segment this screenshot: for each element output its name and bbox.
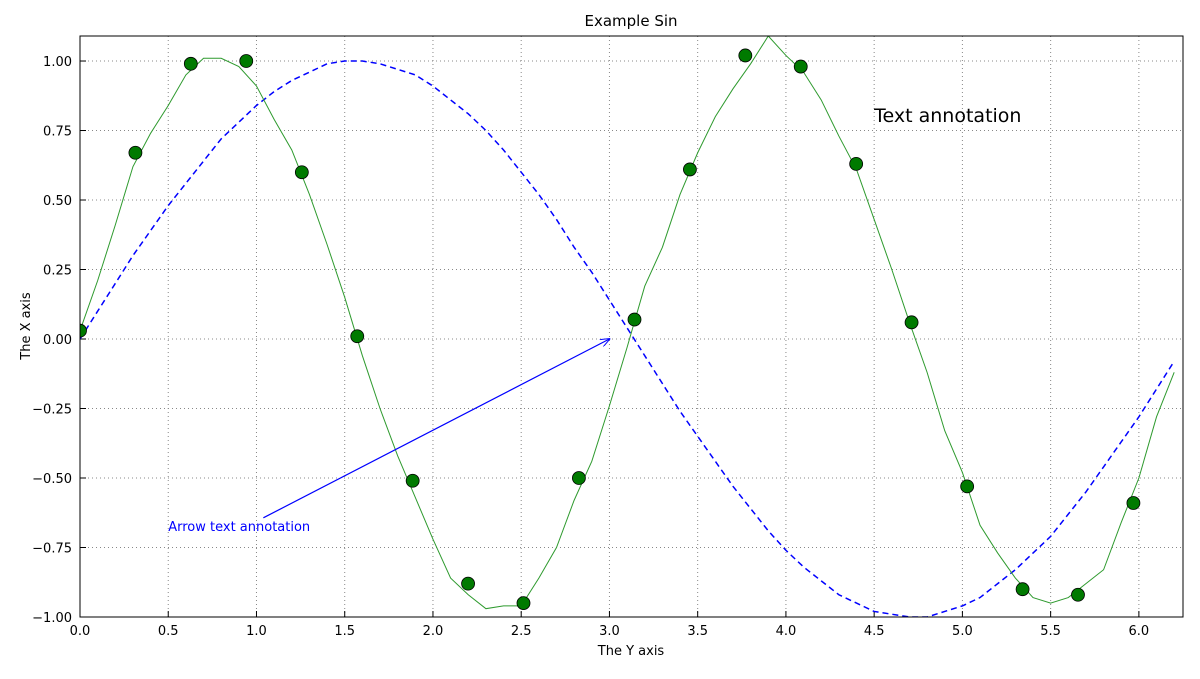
y-tick-label: −0.75 (32, 542, 72, 557)
x-tick-label: 5.5 (1040, 624, 1061, 639)
marker (849, 156, 864, 171)
marker (738, 48, 753, 63)
marker (793, 59, 808, 74)
x-tick-label: 3.5 (687, 624, 708, 639)
x-tick-label: 2.0 (423, 624, 444, 639)
annotation: Arrow text annotation (168, 520, 310, 535)
x-tick-label: 5.0 (952, 624, 973, 639)
annotation: Text annotation (873, 105, 1021, 127)
marker (960, 479, 975, 494)
line-series (80, 36, 1175, 610)
y-tick-label: −1.00 (32, 611, 72, 626)
chart-title: Example Sin (584, 12, 677, 30)
marker (350, 329, 365, 344)
marker (239, 54, 254, 68)
marker (128, 145, 143, 160)
x-tick-label: 1.5 (334, 624, 355, 639)
x-tick-label: 3.0 (599, 624, 620, 639)
annotation-arrow (263, 339, 609, 519)
x-tick-label: 2.5 (511, 624, 532, 639)
marker (572, 471, 586, 485)
y-tick-label: −0.50 (32, 472, 72, 487)
y-tick-label: 1.00 (43, 55, 72, 70)
plot-area (80, 36, 1175, 617)
marker (1015, 582, 1030, 597)
y-tick-label: 0.00 (43, 333, 72, 348)
marker (1126, 496, 1141, 510)
marker (683, 162, 697, 177)
marker (516, 596, 531, 611)
y-tick-label: 0.50 (43, 194, 72, 209)
plot-frame (79, 35, 1184, 618)
x-tick-label: 4.0 (776, 624, 797, 639)
grid: 0.0 0.5 1.0 1.5 2.0 2.5 3.0 3.5 4.0 4.5 5.0 5.5 6.0 −… (32, 36, 1183, 639)
marker (80, 323, 87, 338)
x-tick-label: 6.0 (1129, 624, 1150, 639)
y-tick-label: 0.75 (43, 125, 72, 140)
y-tick-label: 0.25 (43, 264, 72, 279)
y-tick-label: −0.25 (32, 403, 72, 418)
x-tick-label: 0.0 (70, 624, 91, 639)
marker (183, 56, 198, 71)
line-series (80, 60, 1175, 617)
marker (627, 312, 642, 327)
x-axis-label: The Y axis (597, 644, 665, 659)
overlay: Text annotation Arrow text annotation (168, 105, 1021, 535)
marker (1071, 587, 1085, 602)
x-tick-label: 4.5 (864, 624, 885, 639)
y-axis-label: The X axis (19, 292, 34, 361)
marker (405, 473, 420, 488)
x-tick-label: 0.5 (158, 624, 179, 639)
marker (461, 576, 475, 591)
marker (904, 315, 919, 330)
marker (294, 165, 309, 180)
x-tick-label: 1.0 (246, 624, 267, 639)
